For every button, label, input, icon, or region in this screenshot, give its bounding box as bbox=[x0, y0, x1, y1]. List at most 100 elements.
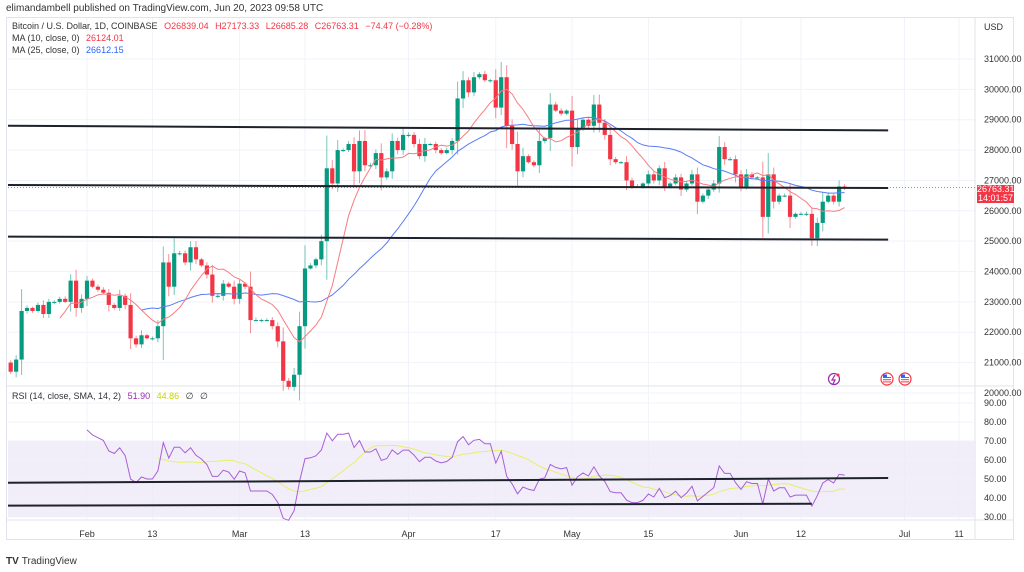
time-axis-label: 15 bbox=[643, 529, 653, 539]
candle-down bbox=[531, 162, 536, 166]
candle-down bbox=[144, 335, 150, 339]
candle-down bbox=[275, 326, 280, 342]
ma10-legend[interactable]: MA (10, close, 0) 26124.01 bbox=[12, 33, 128, 43]
candle-down bbox=[351, 144, 357, 172]
candle-up bbox=[324, 168, 329, 242]
candle-up bbox=[406, 134, 411, 136]
candle-up bbox=[155, 326, 160, 339]
candle-up bbox=[700, 195, 705, 202]
candle-down bbox=[651, 174, 656, 181]
candle-down bbox=[395, 140, 400, 151]
rsi-value: 51.90 bbox=[127, 391, 151, 401]
change-value: −74.47 (−0.28%) bbox=[365, 21, 433, 31]
candle-down bbox=[629, 180, 635, 187]
candle-up bbox=[68, 280, 73, 302]
close-value: C26763.31 bbox=[314, 21, 359, 31]
candle-down bbox=[597, 104, 602, 123]
chart-frame bbox=[6, 17, 1014, 540]
candle-down bbox=[510, 125, 515, 145]
time-axis-label: 12 bbox=[796, 529, 806, 539]
candle-up bbox=[717, 147, 722, 184]
price-axis-label: 28000.00 bbox=[984, 145, 1022, 155]
candle-down bbox=[8, 362, 13, 372]
flag-stripe bbox=[901, 381, 909, 383]
candle-down bbox=[809, 213, 814, 239]
candle-down bbox=[133, 338, 139, 345]
lightning-event-icon[interactable] bbox=[827, 372, 841, 386]
rsi-trend-line bbox=[7, 502, 812, 507]
candle-up bbox=[499, 77, 504, 108]
candle-down bbox=[199, 259, 204, 266]
time-axis-label: Jun bbox=[734, 529, 749, 539]
rsi-axis-label: 90.00 bbox=[984, 398, 1007, 408]
candle-up bbox=[619, 162, 624, 164]
candle-down bbox=[362, 140, 368, 166]
candle-up bbox=[319, 241, 324, 260]
rsi-legend[interactable]: RSI (14, close, SMA, 14, 2) 51.90 44.86 … bbox=[12, 391, 212, 402]
candle-up bbox=[782, 195, 787, 197]
candle-up bbox=[471, 77, 477, 93]
candle-up bbox=[215, 295, 220, 297]
candle-down bbox=[74, 280, 79, 308]
candle-up bbox=[826, 195, 831, 202]
candle-up bbox=[401, 134, 406, 151]
flag-canton bbox=[883, 374, 887, 378]
candle-up bbox=[57, 298, 62, 302]
us-flag-event-icon[interactable] bbox=[898, 372, 912, 386]
candle-up bbox=[188, 247, 193, 263]
candle-up bbox=[591, 104, 596, 126]
candle-down bbox=[30, 307, 35, 311]
ma10-label: MA (10, close, 0) bbox=[12, 33, 80, 43]
horizontal-level-line bbox=[7, 183, 889, 190]
candle-down bbox=[183, 253, 188, 263]
notification-dot bbox=[836, 373, 840, 377]
candle-up bbox=[253, 320, 259, 322]
candle-down bbox=[439, 150, 444, 154]
high-value: H27173.33 bbox=[215, 21, 260, 31]
candle-down bbox=[586, 119, 591, 126]
price-axis-label: 23000.00 bbox=[984, 297, 1022, 307]
candle-up bbox=[455, 98, 460, 141]
candle-up bbox=[368, 165, 373, 167]
candle-up bbox=[237, 283, 242, 299]
candle-up bbox=[150, 338, 155, 340]
last-price: 26763.31 bbox=[977, 184, 1015, 194]
price-axis-label: 30000.00 bbox=[984, 84, 1022, 94]
candle-up bbox=[646, 174, 651, 184]
time-axis-label: May bbox=[564, 529, 582, 539]
candle-up bbox=[820, 201, 825, 223]
price-axis-label: 21000.00 bbox=[984, 358, 1022, 368]
candle-down bbox=[106, 292, 111, 305]
candle-down bbox=[738, 174, 744, 187]
candle-up bbox=[728, 159, 733, 161]
candle-up bbox=[297, 326, 302, 375]
candle-up bbox=[640, 183, 645, 187]
candle-up bbox=[302, 268, 308, 327]
candle-down bbox=[553, 104, 558, 111]
time-axis-label: Mar bbox=[232, 529, 248, 539]
open-value: O26839.04 bbox=[164, 21, 209, 31]
candle-down bbox=[270, 320, 275, 327]
candle-up bbox=[668, 183, 673, 187]
candle-down bbox=[95, 286, 100, 290]
low-value: L26685.28 bbox=[265, 21, 309, 31]
symbol-legend: Bitcoin / U.S. Dollar, 1D, COINBASE O268… bbox=[12, 21, 436, 31]
time-axis-label: 13 bbox=[147, 529, 157, 539]
price-axis-label: 20000.00 bbox=[984, 388, 1022, 398]
time-axis-label: Feb bbox=[79, 529, 95, 539]
lightning-circle bbox=[827, 372, 841, 386]
candle-up bbox=[815, 222, 820, 239]
candle-up bbox=[172, 253, 177, 287]
candle-up bbox=[837, 186, 842, 202]
tradingview-logo[interactable]: TV TradingView bbox=[6, 556, 77, 567]
candle-up bbox=[341, 150, 346, 152]
candle-up bbox=[520, 156, 526, 172]
candle-down bbox=[749, 174, 754, 178]
candle-down bbox=[411, 134, 417, 145]
rsi-extra-2: ∅ bbox=[200, 391, 208, 401]
candle-up bbox=[390, 140, 395, 172]
us-flag-event-icon[interactable] bbox=[880, 372, 894, 386]
ma25-legend[interactable]: MA (25, close, 0) 26612.15 bbox=[12, 45, 128, 55]
symbol-title: Bitcoin / U.S. Dollar, 1D, COINBASE bbox=[12, 21, 158, 31]
